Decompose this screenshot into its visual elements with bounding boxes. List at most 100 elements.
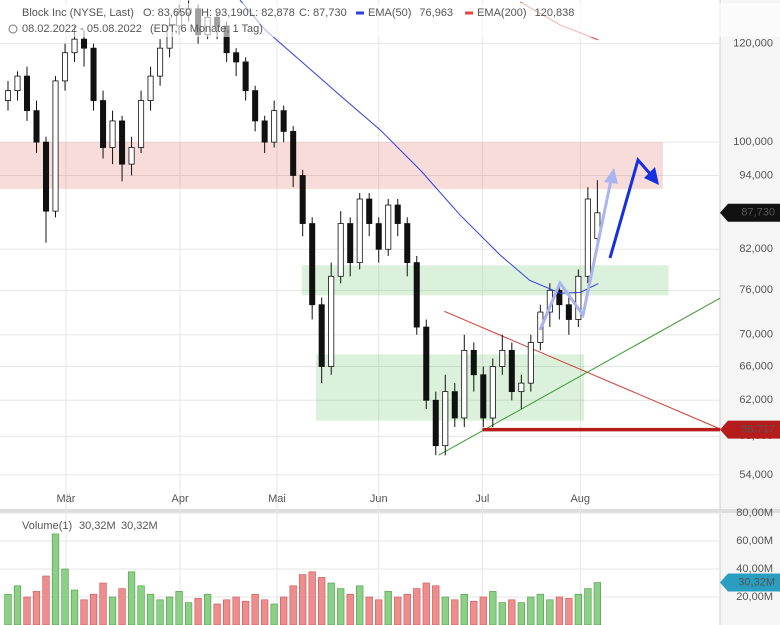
- panel-divider: [0, 509, 780, 513]
- volume-bar: [32, 591, 41, 625]
- subtitle: 08.02.2022 - 05.08.2022: [22, 23, 142, 35]
- candle-body: [527, 342, 534, 384]
- candle-body: [356, 198, 363, 264]
- volume-bar: [403, 593, 411, 625]
- candle-body: [442, 391, 449, 447]
- candle-body: [480, 374, 487, 419]
- volume-bar: [451, 599, 459, 625]
- volume-bar: [308, 571, 316, 625]
- candle-body: [147, 75, 154, 101]
- volume-bar: [280, 596, 288, 625]
- arrow-head: [604, 168, 618, 184]
- last-price-box: [720, 203, 780, 222]
- last-volume-label: 30,32M: [738, 576, 775, 588]
- ohlc-label: H: 93,190: [201, 7, 249, 19]
- candle-body: [556, 289, 563, 306]
- zone: [315, 354, 585, 421]
- volume-title: Volume(1): [22, 520, 72, 532]
- volume-bar: [80, 599, 88, 625]
- volume-bar: [479, 596, 487, 625]
- volume-bar: [299, 574, 307, 625]
- volume-bar: [89, 593, 98, 625]
- y-tick-label: 76,000: [739, 284, 773, 296]
- level-label: 58,717: [741, 424, 775, 436]
- candle-body: [499, 349, 506, 367]
- volume-bar: [365, 596, 373, 625]
- candle-body: [318, 304, 325, 367]
- candle-body: [470, 349, 477, 376]
- volume-bar: [146, 593, 155, 625]
- candle-body: [280, 110, 287, 132]
- volume-bar: [394, 596, 402, 625]
- y-tick-label: 60,00M: [736, 535, 773, 547]
- volume-bar: [4, 593, 12, 625]
- volume-bar: [99, 582, 107, 625]
- volume-bar: [346, 593, 354, 625]
- volume-bar: [574, 593, 582, 625]
- volume-bar: [51, 533, 60, 625]
- volume-bar: [261, 599, 269, 625]
- legend-label: EMA(200): [477, 7, 527, 19]
- volume-legend-value: 30,32M: [121, 520, 158, 532]
- volume-bar: [555, 596, 563, 625]
- volume-bar: [232, 596, 240, 625]
- candle-body: [518, 382, 525, 393]
- volume-bar: [470, 600, 478, 625]
- candle-body: [138, 100, 145, 148]
- volume-bar: [165, 596, 174, 625]
- volume-bar: [489, 591, 497, 625]
- volume-bar: [184, 602, 193, 625]
- candle-body: [575, 275, 582, 320]
- volume-bar: [156, 599, 164, 625]
- arrow-head: [644, 167, 659, 185]
- candle-body: [42, 141, 50, 212]
- candle-body: [451, 391, 458, 419]
- legend: EMA(50) 76,963 EMA(200) 120,838: [356, 7, 574, 19]
- volume-bar: [251, 593, 259, 625]
- candle-body: [290, 131, 297, 176]
- candle-body: [119, 120, 126, 165]
- volume-bar: [460, 593, 468, 625]
- candle-body: [52, 80, 59, 212]
- candle-body: [261, 120, 268, 143]
- candle-body: [375, 223, 382, 250]
- candle-body: [252, 90, 259, 122]
- volume-bar: [565, 598, 573, 625]
- y-tick-label: 66,000: [739, 360, 773, 372]
- x-tick-label: Mär: [56, 493, 75, 505]
- candle-body: [14, 75, 21, 92]
- y-tick-label: 82,000: [739, 243, 773, 255]
- candle-body: [33, 110, 40, 143]
- header-bg: [0, 3, 780, 37]
- candle-body: [489, 366, 496, 419]
- candle-body: [432, 399, 439, 447]
- x-tick-label: Aug: [570, 493, 590, 505]
- candle-body: [366, 198, 373, 224]
- candle-body: [413, 262, 420, 328]
- zone: [0, 142, 663, 189]
- volume-bar: [413, 588, 421, 625]
- volume-bar: [527, 596, 535, 625]
- ohlc-label: O: 83,650: [143, 7, 191, 19]
- volume-bar: [175, 591, 183, 625]
- volume-bar: [194, 598, 202, 625]
- trend-line: [444, 310, 721, 430]
- volume-bar: [137, 585, 145, 625]
- y-tick-label: 80,00M: [736, 507, 773, 519]
- volume-bar: [517, 602, 525, 625]
- zone: [301, 265, 669, 296]
- volume-bar: [108, 596, 117, 625]
- annotation-arrows: [538, 156, 659, 331]
- volume-bar: [13, 585, 22, 625]
- volume-bar: [118, 588, 126, 625]
- volume-bar: [584, 588, 592, 625]
- volume-bar: [223, 599, 231, 625]
- y-tick-label: 62,000: [739, 394, 773, 406]
- volume-bar: [327, 582, 335, 625]
- candle-body: [23, 75, 31, 112]
- candle-body: [508, 349, 515, 393]
- candle-body: [309, 223, 316, 306]
- volume-bar: [593, 582, 601, 625]
- candle-body: [271, 110, 278, 143]
- volume-bar: [546, 599, 554, 625]
